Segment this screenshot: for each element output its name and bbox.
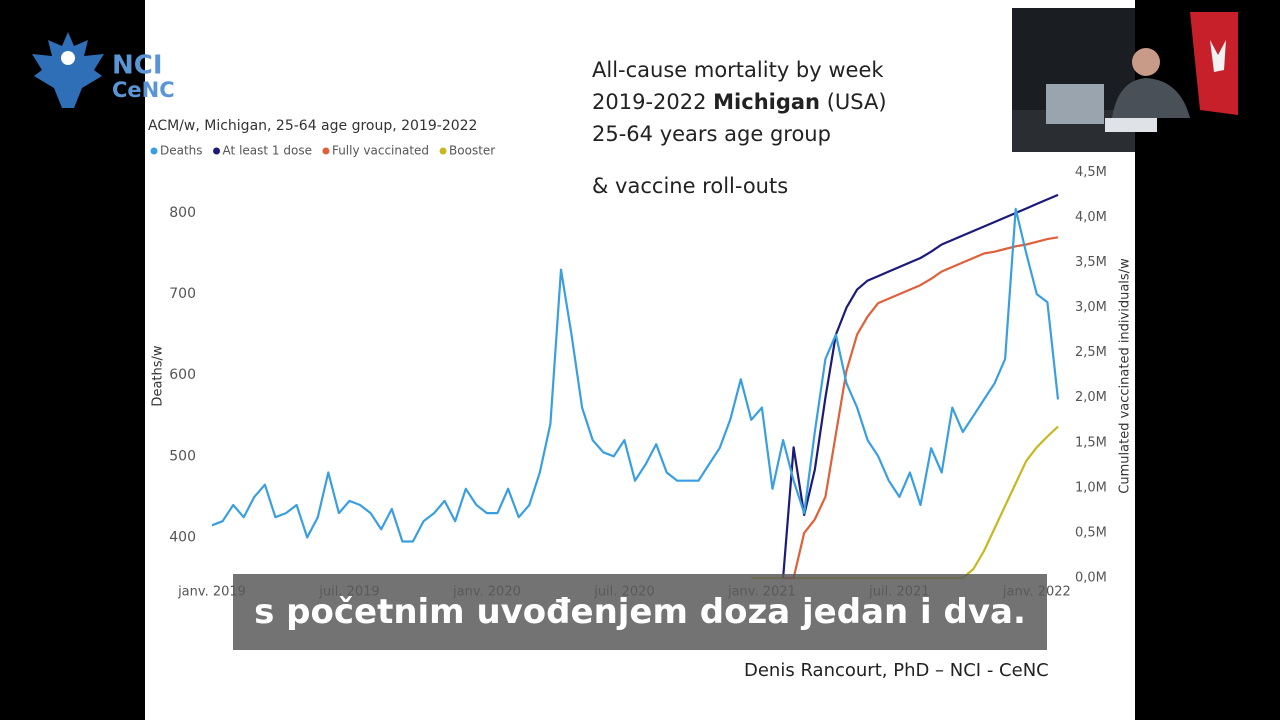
- chart-title: ACM/w, Michigan, 25-64 age group, 2019-2…: [148, 118, 477, 134]
- y-tick-label: 500: [169, 448, 196, 464]
- heading-line: 2019-2022 Michigan (USA): [592, 86, 887, 118]
- series-line: [782, 193, 1059, 579]
- subtitle-caption: s početnim uvođenjem doza jedan i dva.: [233, 574, 1047, 650]
- y-tick-label: 400: [169, 529, 196, 545]
- logo-name: NCI: [112, 51, 163, 81]
- legend-label: Fully vaccinated: [332, 144, 429, 158]
- y2-tick-label: 3,0M: [1075, 300, 1107, 315]
- y2-tick-label: 0,0M: [1075, 571, 1107, 586]
- y2-tick-label: 1,0M: [1075, 480, 1107, 495]
- heading-line: & vaccine roll-outs: [592, 174, 789, 198]
- slide-heading: All-cause mortality by week 2019-2022 Mi…: [592, 54, 887, 202]
- legend-marker: [213, 147, 221, 155]
- legend-label: At least 1 dose: [223, 144, 312, 158]
- y2-axis-label: Cumulated vaccinated individuals/w: [1118, 258, 1133, 494]
- y2-tick-label: 4,0M: [1075, 210, 1107, 225]
- y-tick-label: 700: [169, 286, 196, 302]
- heading-part: (USA): [826, 90, 887, 114]
- legend-marker: [150, 147, 158, 155]
- y-axis-label: Deaths/w: [151, 345, 166, 406]
- y2-tick-label: 1,5M: [1075, 435, 1107, 450]
- video-inset: [1012, 8, 1238, 152]
- legend-marker: [439, 147, 447, 155]
- logo: NCI CeNC: [32, 32, 175, 108]
- credit: Denis Rancourt, PhD – NCI - CeNC: [744, 660, 1049, 681]
- y2-tick-label: 2,0M: [1075, 390, 1107, 405]
- y-tick-label: 800: [169, 205, 196, 221]
- y2-tick-label: 4,5M: [1075, 165, 1107, 180]
- legend-label: Deaths: [160, 144, 203, 158]
- legend-label: Booster: [449, 144, 495, 158]
- logo-sub: CeNC: [112, 78, 175, 102]
- heading-line: 25-64 years age group: [592, 122, 831, 146]
- heading-part: Michigan: [713, 90, 821, 114]
- legend-marker: [322, 147, 330, 155]
- y2-tick-label: 2,5M: [1075, 345, 1107, 360]
- y-tick-label: 600: [169, 367, 196, 383]
- y2-tick-label: 0,5M: [1075, 525, 1107, 540]
- series-line: [211, 207, 1060, 543]
- heading-part: 2019-2022: [592, 90, 707, 114]
- y2-tick-label: 3,5M: [1075, 255, 1107, 270]
- x-tick-label: janv. 2019: [177, 585, 246, 600]
- heading-line: All-cause mortality by week: [592, 58, 884, 82]
